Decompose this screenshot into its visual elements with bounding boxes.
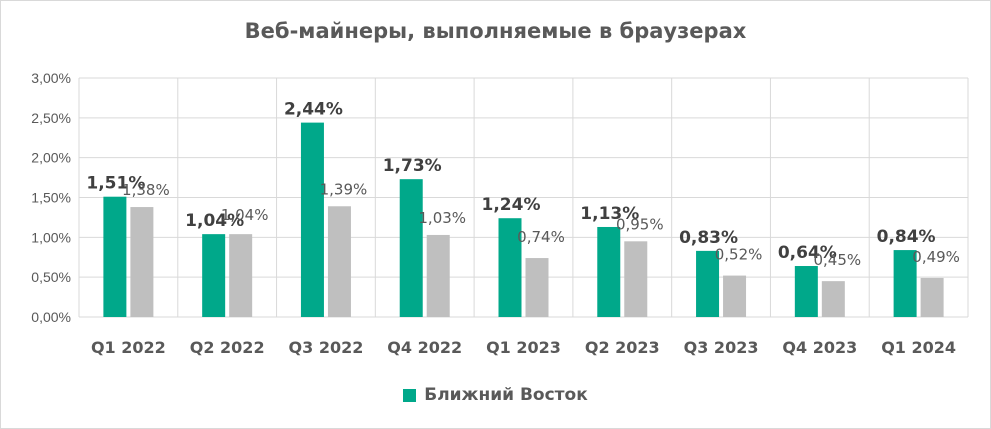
y-tick-label: 0,50% (31, 269, 71, 285)
bar-series-2 (821, 281, 845, 317)
data-label-series-1: 1,24% (482, 195, 541, 215)
legend-swatch (403, 388, 417, 402)
data-label-series-1: 1,04% (185, 211, 244, 231)
bar-series-2 (920, 277, 944, 317)
legend: Ближний Восток (1, 385, 990, 405)
bar-series-2 (327, 206, 351, 317)
data-label-series-1: 0,84% (877, 227, 936, 247)
x-tick-label: Q2 2022 (190, 338, 265, 357)
data-label-series-1: 0,83% (679, 228, 738, 248)
bar-series-1 (696, 250, 720, 317)
bar-series-2 (426, 234, 450, 317)
data-label-series-2: 0,74% (517, 228, 565, 246)
y-tick-label: 1,00% (31, 229, 71, 245)
data-label-series-1: 2,44% (284, 100, 343, 120)
data-label-series-1: 1,13% (580, 204, 639, 224)
bar-series-2 (723, 275, 747, 317)
x-tick-label: Q1 2023 (486, 338, 561, 357)
bar-series-1 (893, 250, 917, 317)
x-tick-label: Q3 2023 (684, 338, 759, 357)
data-label-series-1: 0,64% (778, 243, 837, 263)
y-tick-label: 2,00% (31, 150, 71, 166)
chart-title: Веб-майнеры, выполняемые в браузерах (244, 19, 747, 43)
x-tick-label: Q3 2022 (289, 338, 364, 357)
bar-series-1 (597, 226, 621, 317)
bar-series-1 (300, 122, 324, 317)
data-label-series-2: 0,49% (912, 248, 960, 266)
bar-series-2 (130, 207, 154, 317)
y-tick-label: 2,50% (31, 110, 71, 126)
data-label-series-2: 1,39% (320, 180, 368, 198)
x-tick-label: Q4 2023 (782, 338, 857, 357)
data-label-series-2: 0,45% (814, 251, 862, 269)
y-tick-label: 1,50% (31, 190, 71, 206)
y-tick-label: 3,00% (31, 70, 71, 86)
x-tick-label: Q2 2023 (585, 338, 660, 357)
bar-series-2 (624, 241, 648, 317)
x-tick-label: Q1 2024 (881, 338, 956, 357)
x-tick-label: Q4 2022 (387, 338, 462, 357)
data-label-series-1: 1,73% (383, 156, 442, 176)
data-label-series-1: 1,51% (86, 174, 145, 194)
data-label-series-2: 1,03% (418, 209, 466, 227)
bar-series-1 (202, 234, 226, 317)
bar-series-1 (103, 196, 127, 317)
data-label-series-2: 1,04% (221, 206, 269, 224)
bar-series-2 (525, 258, 549, 317)
bar-series-2 (229, 234, 253, 317)
bar-series-1 (498, 218, 522, 317)
bar-series-1 (399, 179, 423, 317)
y-tick-label: 0,00% (31, 309, 71, 325)
x-tick-label: Q1 2022 (91, 338, 166, 357)
legend-label: Ближний Восток (424, 385, 588, 405)
data-label-series-2: 0,52% (715, 246, 763, 264)
data-label-series-2: 1,38% (122, 181, 170, 199)
data-label-series-2: 0,95% (616, 215, 664, 233)
bar-series-1 (794, 266, 818, 317)
